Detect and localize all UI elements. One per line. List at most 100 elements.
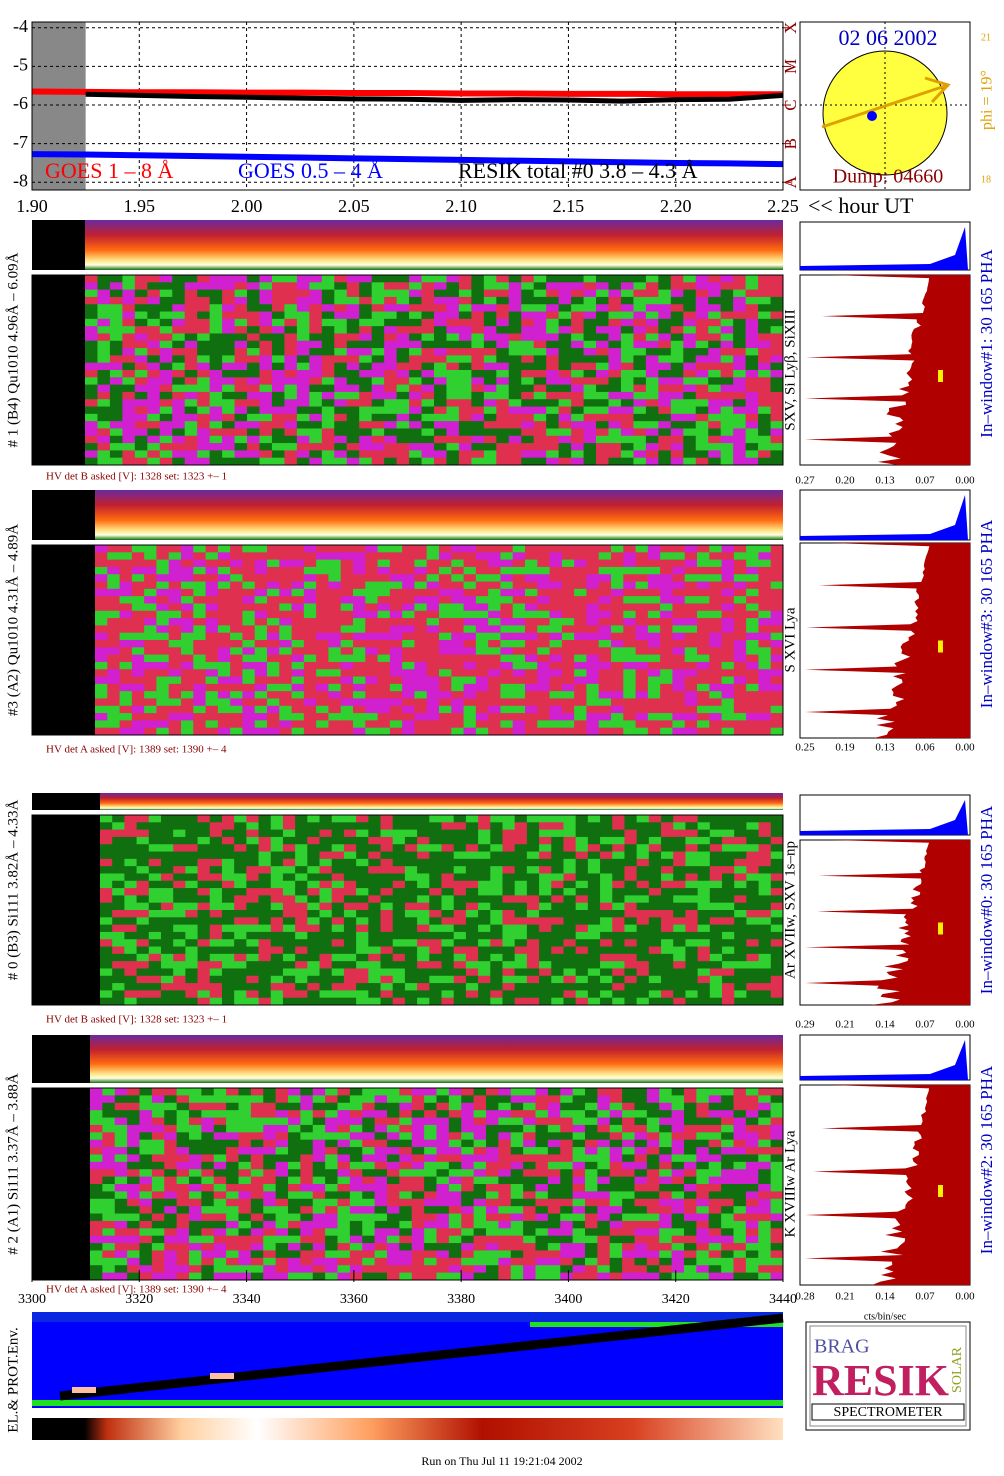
spectrogram-cell xyxy=(611,669,624,678)
spectrogram-cell xyxy=(263,1213,277,1222)
spectrogram-cell xyxy=(475,618,489,626)
spectrogram-cell xyxy=(275,1265,289,1274)
spectrogram-cell xyxy=(267,632,280,641)
spectrogram-cell xyxy=(475,632,489,641)
spectrogram-cell xyxy=(250,1235,264,1244)
spectrogram-cell xyxy=(733,370,747,378)
spectrogram-cell xyxy=(353,647,366,656)
sun-arrow xyxy=(821,83,949,129)
spectrogram-cell xyxy=(549,691,563,699)
spectrogram-cell xyxy=(396,311,410,320)
spectrogram-cell xyxy=(238,1191,252,1200)
spectrogram-cell xyxy=(600,866,613,874)
spectrogram-cell xyxy=(321,318,335,327)
spectrogram-cell xyxy=(263,1161,277,1170)
spectrogram-cell xyxy=(512,647,526,656)
spectrogram-cell xyxy=(205,603,219,612)
spectrogram-cell xyxy=(209,450,223,459)
spectrogram-cell xyxy=(275,1191,289,1200)
spectrogram-cell xyxy=(151,1206,165,1215)
spectrogram-cell xyxy=(319,953,333,962)
spectrogram-cell xyxy=(574,603,587,612)
spectrogram-cell xyxy=(263,1243,277,1251)
spectrogram-cell xyxy=(684,713,698,721)
spectrogram-cell xyxy=(684,603,698,612)
spectrogram-cell xyxy=(242,603,256,612)
spectrogram-cell xyxy=(446,435,460,444)
spectrogram-cell xyxy=(670,457,684,466)
spectrogram-cell xyxy=(296,318,310,327)
spectrogram-cell xyxy=(139,1213,153,1222)
spectrogram-cell xyxy=(147,413,161,422)
spectrogram-cell xyxy=(312,1102,326,1111)
spectrogram-cell xyxy=(598,683,612,692)
spectrogram-cell xyxy=(267,618,280,626)
spectrogram-cell xyxy=(258,910,272,918)
spectrogram-cell xyxy=(633,326,647,334)
spectrogram-cell xyxy=(300,1250,314,1259)
spectrogram-cell xyxy=(95,720,108,729)
strip xyxy=(32,793,783,810)
spectrogram-cell xyxy=(465,844,479,853)
spectrogram-cell xyxy=(620,282,634,291)
spectrogram-cell xyxy=(176,1257,190,1266)
spectrogram-cell xyxy=(334,333,348,342)
spectrogram-cell xyxy=(583,391,597,400)
hv-label: HV det B asked [V]: 1328 set: 1323 +– 1 xyxy=(46,471,227,483)
spectrogram-cell xyxy=(708,443,722,451)
spectrogram-cell xyxy=(144,618,157,626)
strip xyxy=(32,490,783,540)
spectrogram-cell xyxy=(95,545,108,553)
spectrogram-cell xyxy=(512,669,526,678)
spectrogram-cell xyxy=(446,443,460,451)
spectrogram-cell xyxy=(209,866,223,874)
spectrogram-cell xyxy=(483,406,497,415)
spectrogram-cell xyxy=(414,566,428,575)
spectrogram-cell xyxy=(571,384,585,393)
spectrogram-cell xyxy=(734,880,747,889)
spectrogram-cell xyxy=(417,961,430,969)
spectrogram-cell xyxy=(371,362,385,371)
spectrogram-cell xyxy=(127,1228,140,1237)
spectrogram-cell xyxy=(661,997,674,1006)
spectrogram-cell xyxy=(490,953,503,962)
spectrogram-cell xyxy=(633,289,647,298)
spectrogram-cell xyxy=(636,858,650,867)
spectrogram-cell xyxy=(684,669,698,678)
spectrogram-cell xyxy=(722,983,735,991)
spectrogram-cell xyxy=(246,880,260,889)
spectrogram-cell xyxy=(160,939,174,948)
spectrogram-cell xyxy=(392,822,406,831)
spectrogram-cell xyxy=(353,603,366,612)
spectrogram-cell xyxy=(551,975,564,984)
spectrogram-cell xyxy=(611,640,624,648)
spectrogram-cell xyxy=(377,545,391,553)
spectrogram-cell xyxy=(242,713,256,721)
spectrogram-cell xyxy=(109,348,123,356)
spectrogram-cell xyxy=(496,413,510,422)
spectrogram-cell xyxy=(284,421,298,429)
spectrogram-cell xyxy=(242,691,256,699)
spectrogram-cell xyxy=(673,880,686,889)
spectrogram-cell xyxy=(247,421,260,429)
spectrogram-cell xyxy=(389,559,403,568)
spectrogram-cell xyxy=(173,939,186,948)
spectrogram-cell xyxy=(647,727,661,736)
spectrogram-cell xyxy=(695,340,709,349)
spectrogram-cell xyxy=(733,727,747,736)
spectrogram-cell xyxy=(380,910,394,918)
spectrogram-cell xyxy=(107,632,121,641)
spectrogram-cell xyxy=(709,851,723,860)
spectrogram-cell xyxy=(164,1228,178,1237)
spectrogram-cell xyxy=(259,370,273,378)
spectrogram-cell xyxy=(151,1265,165,1274)
spectrogram-cell xyxy=(176,1243,190,1251)
spectrogram-cell xyxy=(745,348,759,356)
spectrogram-cell xyxy=(147,384,161,393)
spectrogram-cell xyxy=(404,902,418,911)
spectrogram-cell xyxy=(353,610,366,619)
spectrogram-cell xyxy=(635,559,649,568)
spectrogram-cell xyxy=(746,888,760,896)
spectrogram-cell xyxy=(709,902,723,911)
spectrogram-cell xyxy=(683,318,697,327)
